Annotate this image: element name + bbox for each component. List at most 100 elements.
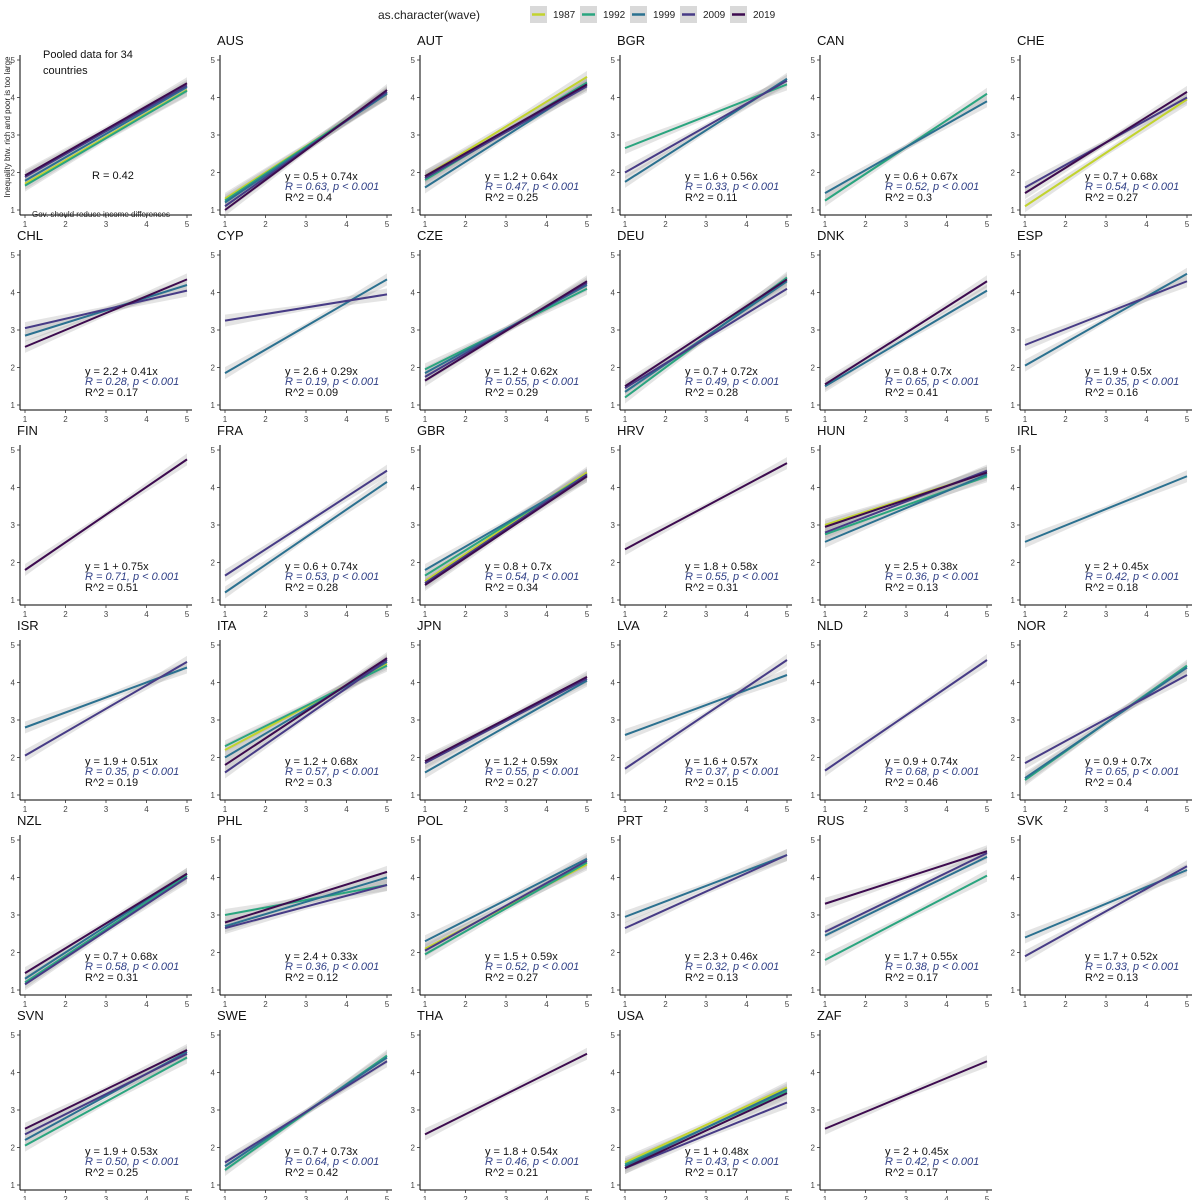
regression-equation: y = 0.9 + 0.74x [885, 756, 958, 768]
y-tick-label: 5 [1011, 641, 1016, 650]
x-tick-label: 4 [1144, 610, 1149, 619]
y-tick-label: 2 [811, 364, 816, 373]
y-tick-label: 3 [1011, 521, 1016, 530]
facet-title: HRV [617, 423, 645, 438]
x-tick-label: 2 [663, 610, 668, 619]
x-tick-label: 1 [423, 805, 428, 814]
facet-title: NOR [1017, 618, 1046, 633]
correlation-label: R = 0.65, p < 0.001 [1085, 766, 1179, 778]
regression-equation: y = 1.7 + 0.52x [1085, 951, 1158, 963]
regression-line [624, 659, 788, 770]
x-tick-label: 1 [1023, 610, 1028, 619]
correlation-label: R = 0.33, p < 0.001 [1085, 961, 1179, 973]
x-axis-title: Gov. should reduce income differences [32, 210, 170, 219]
r-squared-label: R^2 = 0.15 [685, 777, 738, 789]
x-tick-label: 2 [263, 415, 268, 424]
r-squared-label: R^2 = 0.42 [285, 1167, 338, 1179]
regression-equation: y = 1 + 0.75x [85, 561, 149, 573]
y-tick-label: 4 [1011, 874, 1016, 883]
y-tick-label: 2 [211, 1144, 216, 1153]
y-tick-label: 1 [1011, 986, 1016, 995]
x-tick-label: 1 [223, 415, 228, 424]
regression-line [224, 659, 388, 774]
correlation-label: R = 0.42, p < 0.001 [1085, 571, 1179, 583]
y-tick-label: 2 [611, 559, 616, 568]
x-tick-label: 1 [1023, 220, 1028, 229]
x-tick-label: 2 [663, 1195, 668, 1200]
x-tick-label: 3 [504, 805, 509, 814]
regression-equation: y = 1.8 + 0.54x [485, 1146, 558, 1158]
x-tick-label: 5 [385, 1000, 390, 1009]
regression-line [224, 481, 388, 594]
y-tick-label: 5 [811, 446, 816, 455]
regression-equation: y = 2.4 + 0.33x [285, 951, 358, 963]
regression-equation: y = 0.7 + 0.72x [685, 366, 758, 378]
x-tick-label: 1 [23, 220, 28, 229]
regression-line [1024, 91, 1188, 194]
y-tick-label: 4 [611, 94, 616, 103]
regression-line [824, 850, 988, 905]
regression-equation: y = 1.7 + 0.55x [885, 951, 958, 963]
y-tick-label: 3 [211, 521, 216, 530]
y-tick-label: 3 [211, 326, 216, 335]
x-tick-label: 2 [663, 1000, 668, 1009]
regression-line [424, 677, 588, 765]
correlation-label: R = 0.58, p < 0.001 [85, 961, 179, 973]
x-tick-label: 4 [744, 220, 749, 229]
pooled-r-label: R = 0.42 [92, 170, 134, 182]
x-tick-label: 1 [623, 1000, 628, 1009]
y-axis-title: Inequality btw. rich and poor is too lar… [3, 56, 12, 198]
r-squared-label: R^2 = 0.41 [885, 387, 938, 399]
x-tick-label: 1 [223, 220, 228, 229]
regression-equation: y = 1.5 + 0.59x [485, 951, 558, 963]
regression-line [824, 855, 988, 937]
regression-line [624, 462, 788, 551]
regression-line [24, 874, 188, 984]
x-tick-label: 5 [785, 805, 790, 814]
y-tick-label: 5 [211, 56, 216, 65]
x-tick-label: 4 [544, 1195, 549, 1200]
y-tick-label: 3 [1011, 326, 1016, 335]
r-squared-label: R^2 = 0.25 [85, 1167, 138, 1179]
r-squared-label: R^2 = 0.18 [1085, 582, 1138, 594]
y-tick-label: 5 [11, 56, 16, 65]
y-tick-label: 5 [211, 641, 216, 650]
x-tick-label: 4 [344, 610, 349, 619]
x-tick-label: 3 [704, 415, 709, 424]
facet-title: BGR [617, 33, 645, 48]
y-tick-label: 5 [11, 836, 16, 845]
y-tick-label: 1 [1011, 791, 1016, 800]
x-tick-label: 1 [823, 805, 828, 814]
y-tick-label: 5 [411, 446, 416, 455]
correlation-label: R = 0.53, p < 0.001 [285, 571, 379, 583]
regression-line [24, 289, 188, 330]
x-tick-label: 3 [104, 220, 109, 229]
y-tick-label: 3 [611, 911, 616, 920]
y-tick-label: 2 [11, 949, 16, 958]
x-tick-label: 4 [544, 610, 549, 619]
y-tick-label: 2 [811, 754, 816, 763]
facet-title: USA [617, 1008, 644, 1023]
y-tick-label: 1 [611, 1181, 616, 1190]
facet-title: NZL [17, 813, 42, 828]
x-tick-label: 5 [985, 220, 990, 229]
y-tick-label: 3 [211, 131, 216, 140]
y-tick-label: 3 [411, 1106, 416, 1115]
regression-line [1024, 272, 1188, 367]
y-tick-label: 3 [11, 326, 16, 335]
x-tick-label: 3 [704, 1195, 709, 1200]
x-tick-label: 4 [944, 1000, 949, 1009]
regression-equation: y = 2.2 + 0.41x [85, 366, 158, 378]
regression-line [424, 679, 588, 774]
y-tick-label: 4 [11, 94, 16, 103]
x-tick-label: 2 [863, 415, 868, 424]
y-tick-label: 2 [611, 754, 616, 763]
facet-title: CYP [217, 228, 244, 243]
y-tick-label: 1 [211, 401, 216, 410]
